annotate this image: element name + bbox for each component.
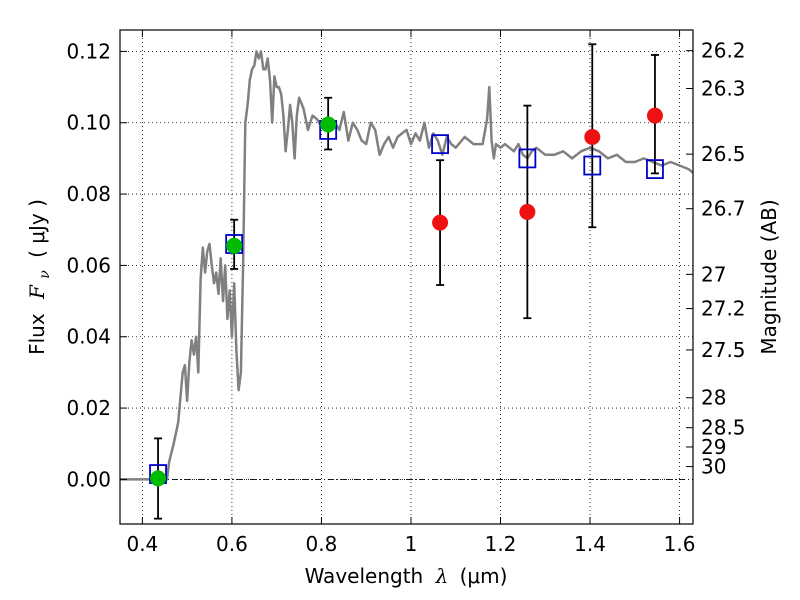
- detection-point-green: [226, 237, 243, 254]
- y-axis-label-units: ( μJy ): [25, 199, 49, 258]
- y-axis-label-prefix: Flux: [25, 313, 49, 355]
- right-tick-label: 29: [701, 435, 726, 459]
- detection-point-green: [150, 470, 167, 487]
- x-axis-label: Wavelength λ (μm): [305, 564, 508, 588]
- right-tick-label: 26.7: [701, 197, 746, 221]
- x-tick-label: 0.8: [306, 532, 338, 556]
- model-point-square: [646, 159, 664, 180]
- x-tick-label: 1.4: [574, 532, 606, 556]
- right-tick-label: 30: [701, 455, 726, 479]
- x-axis-label-units: (μm): [460, 564, 508, 588]
- right-tick-label: 28.5: [701, 416, 746, 440]
- detection-point-red: [646, 107, 663, 124]
- x-axis-label-symbol: λ: [435, 564, 449, 588]
- x-axis-label-prefix: Wavelength: [305, 564, 424, 588]
- right-tick-label: 26.5: [701, 142, 746, 166]
- y-tick-label: 0.10: [66, 111, 111, 135]
- detection-point-red: [519, 203, 536, 220]
- y-tick-label: 0.02: [66, 396, 111, 420]
- detection-point-green: [320, 116, 337, 133]
- right-tick-label: 26.2: [701, 39, 746, 63]
- x-tick-label: 1: [405, 532, 418, 556]
- x-tick-label: 0.4: [126, 532, 158, 556]
- x-tick-label: 1.6: [664, 532, 696, 556]
- y-axis-label: Flux F ν ( μJy ): [25, 199, 54, 355]
- y-tick-label: 0.06: [66, 253, 111, 277]
- axis-ticks: 0.4 0.6 0.8 1 1.2 1.4 1.6 0.00 0.02 0.04 0.06 0.08 0…: [66, 30, 746, 556]
- plot-frame: [119, 29, 694, 525]
- y-axis-label-symbol: F: [25, 284, 49, 300]
- right-axis-label: Magnitude (AB): [757, 199, 781, 354]
- right-tick-label: 27: [701, 262, 726, 286]
- y-tick-label: 0.12: [66, 39, 111, 63]
- right-tick-label: 27.5: [701, 338, 746, 362]
- y-tick-label: 0.08: [66, 182, 111, 206]
- y-tick-label: 0.04: [66, 325, 111, 349]
- plot-area: [120, 30, 694, 524]
- detection-point-red: [432, 214, 449, 231]
- y-tick-label: 0.00: [66, 467, 111, 491]
- model-point-square: [518, 148, 537, 169]
- right-tick-label: 28: [701, 386, 726, 410]
- x-tick-label: 0.6: [216, 532, 248, 556]
- model-point-square: [583, 155, 602, 176]
- right-tick-label: 27.2: [701, 297, 746, 321]
- y-axis-label-subscript: ν: [37, 270, 53, 279]
- model-point-square: [431, 134, 449, 155]
- x-tick-label: 1.2: [485, 532, 517, 556]
- detection-point-red: [584, 129, 601, 146]
- right-tick-label: 26.3: [701, 76, 746, 100]
